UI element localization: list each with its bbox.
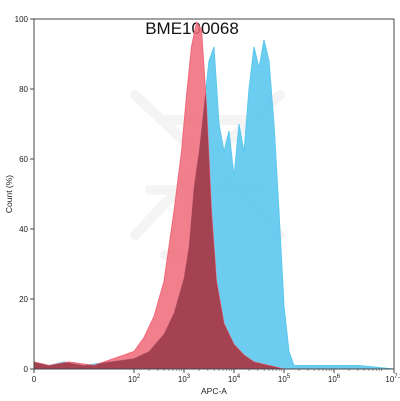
x-tick-label: 103 [178,374,191,384]
x-tick-label: 104 [228,374,241,384]
x-axis: 0 102 103 104 105 106 107.2 [32,369,400,384]
x-tick-label: 105 [278,374,291,384]
x-tick-label: 102 [128,374,141,384]
series-layer [34,21,394,369]
y-axis: 0 20 40 60 80 100 [15,15,34,374]
y-tick-label: 80 [19,85,28,94]
x-tick-label: 0 [32,375,37,384]
y-tick-label: 40 [19,225,28,234]
y-tick-label: 100 [15,15,29,24]
y-tick-label: 60 [19,155,28,164]
x-axis-label: APC-A [201,386,227,396]
y-tick-label: 0 [24,365,29,374]
y-tick-label: 20 [19,295,28,304]
x-tick-label: 107.2 [385,374,400,384]
x-tick-label: 106 [328,374,341,384]
y-axis-label: Count (%) [4,175,14,213]
chart-title: BME100068 [145,19,239,38]
